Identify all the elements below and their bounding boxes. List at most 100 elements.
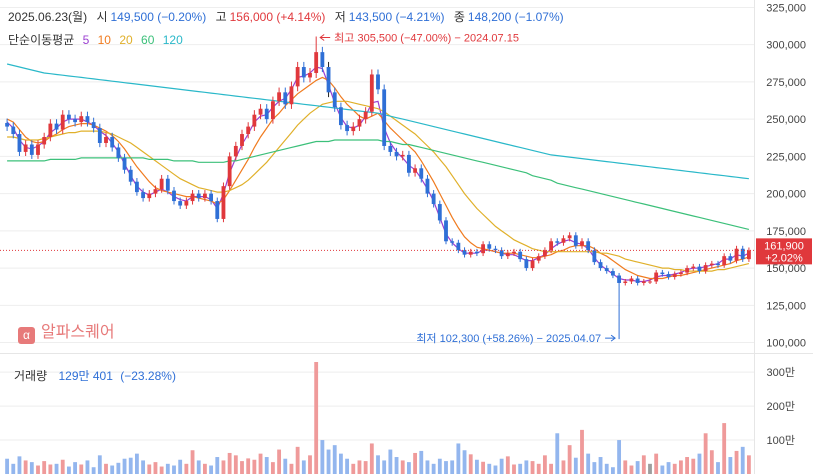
volume-bar bbox=[357, 460, 362, 474]
volume-bar bbox=[728, 457, 733, 474]
volume-bar bbox=[5, 458, 10, 474]
volume-bar bbox=[196, 460, 201, 474]
volume-bar bbox=[536, 463, 541, 474]
volume-bar bbox=[227, 452, 232, 474]
candle-body bbox=[308, 72, 312, 78]
date-label: 2025.06.23(월) bbox=[8, 10, 88, 24]
candle-body bbox=[54, 123, 59, 130]
candle-body bbox=[110, 137, 115, 148]
volume-bar bbox=[264, 457, 269, 474]
candle-body bbox=[623, 281, 628, 283]
price-tick-label: 100,000 bbox=[766, 338, 806, 350]
volume-bar bbox=[277, 449, 282, 474]
volume-bar bbox=[104, 463, 108, 474]
candle-body bbox=[586, 241, 591, 251]
volume-bar bbox=[524, 460, 529, 474]
volume-bar bbox=[184, 463, 189, 474]
candle-body bbox=[462, 250, 467, 255]
ma-legend-60: 60 bbox=[141, 33, 155, 47]
volume-bar bbox=[369, 443, 374, 474]
candle-body bbox=[635, 278, 640, 283]
price-tick-label: 325,000 bbox=[766, 2, 806, 14]
candle-body bbox=[425, 178, 430, 194]
candle-body bbox=[456, 242, 461, 251]
close-value: 148,200 (−1.07%) bbox=[467, 10, 564, 24]
volume-bar bbox=[567, 445, 572, 474]
volume-bar bbox=[190, 450, 195, 474]
last-price-change: +2.02% bbox=[765, 252, 803, 264]
volume-bar bbox=[240, 461, 244, 474]
volume-bar bbox=[629, 465, 634, 474]
moving-average-legend[interactable]: 단순이동평균 5 10 20 60 120 bbox=[8, 31, 183, 48]
candle-body bbox=[505, 253, 510, 257]
candle-body bbox=[209, 193, 214, 202]
candle-body bbox=[48, 123, 53, 138]
volume-bar bbox=[36, 465, 40, 474]
volume-bar bbox=[660, 465, 665, 474]
candle-body bbox=[672, 274, 677, 278]
volume-bar bbox=[592, 462, 597, 474]
candle-body bbox=[42, 137, 47, 145]
volume-bar bbox=[437, 458, 442, 474]
price-annotations: 최고 305,500 (−47.00%) − 2024.07.15 최저 102,… bbox=[0, 31, 754, 345]
volume-bar bbox=[338, 453, 343, 474]
candle-body bbox=[678, 272, 683, 275]
alphasquare-logo-icon: α bbox=[18, 327, 35, 344]
candle-body bbox=[542, 250, 547, 257]
high-annotation: 최고 305,500 (−47.00%) − 2024.07.15 bbox=[334, 31, 519, 44]
volume-bar bbox=[363, 461, 368, 474]
volume-bar bbox=[172, 465, 176, 474]
candle-body bbox=[734, 248, 739, 261]
volume-bar bbox=[468, 454, 473, 474]
candle-body bbox=[660, 272, 665, 275]
candle-body bbox=[73, 119, 78, 123]
last-price-tag bbox=[756, 238, 812, 265]
candle-body bbox=[128, 169, 133, 182]
volume-bar bbox=[382, 460, 387, 474]
volume-bar bbox=[301, 460, 306, 474]
candle-body bbox=[11, 126, 16, 135]
candle-body bbox=[326, 67, 331, 93]
ma-line-10 bbox=[6, 76, 750, 280]
volume-bar bbox=[518, 463, 523, 474]
volume-bar bbox=[79, 464, 84, 474]
volume-bar bbox=[85, 460, 90, 474]
volume-bar bbox=[376, 455, 380, 474]
volume-bar bbox=[685, 457, 690, 474]
candle-body bbox=[555, 241, 560, 243]
candle-body bbox=[431, 193, 436, 205]
volume-bars bbox=[5, 362, 751, 474]
volume-bar bbox=[431, 463, 436, 474]
candle-body bbox=[629, 278, 634, 282]
candle-body bbox=[369, 74, 374, 112]
candle-body bbox=[104, 137, 108, 143]
candle-body bbox=[437, 204, 442, 221]
candle-body bbox=[295, 67, 300, 87]
candle-body bbox=[60, 114, 65, 130]
volume-legend: 거래량 129만 401 (−23.28%) bbox=[14, 367, 176, 384]
candle-body bbox=[592, 250, 597, 263]
volume-tick-label: 100만 bbox=[767, 434, 795, 447]
volume-bar bbox=[400, 460, 405, 474]
low-arrow-head bbox=[610, 334, 616, 342]
open-value: 149,500 (−0.20%) bbox=[110, 10, 207, 24]
volume-bar bbox=[289, 463, 294, 474]
volume-bar bbox=[505, 456, 510, 474]
price-axis: 100,000 125,000 150,000 175,000 200,000 225,0… bbox=[756, 2, 812, 350]
ohlc-header: 2025.06.23(월) 시 149,500 (−0.20%) 고 156,000… bbox=[8, 8, 564, 25]
volume-bar bbox=[246, 458, 251, 474]
volume-bar bbox=[586, 453, 591, 474]
volume-bar bbox=[270, 462, 275, 474]
volume-bar bbox=[178, 459, 183, 474]
candle-body bbox=[382, 89, 387, 146]
candle-body bbox=[728, 256, 733, 261]
candle-body bbox=[178, 201, 183, 206]
price-tick-label: 275,000 bbox=[766, 77, 806, 89]
volume-bar bbox=[116, 462, 121, 474]
candle-body bbox=[165, 178, 170, 191]
volume-bar bbox=[419, 450, 424, 474]
candle-body bbox=[66, 114, 71, 120]
volume-bar bbox=[221, 460, 226, 474]
